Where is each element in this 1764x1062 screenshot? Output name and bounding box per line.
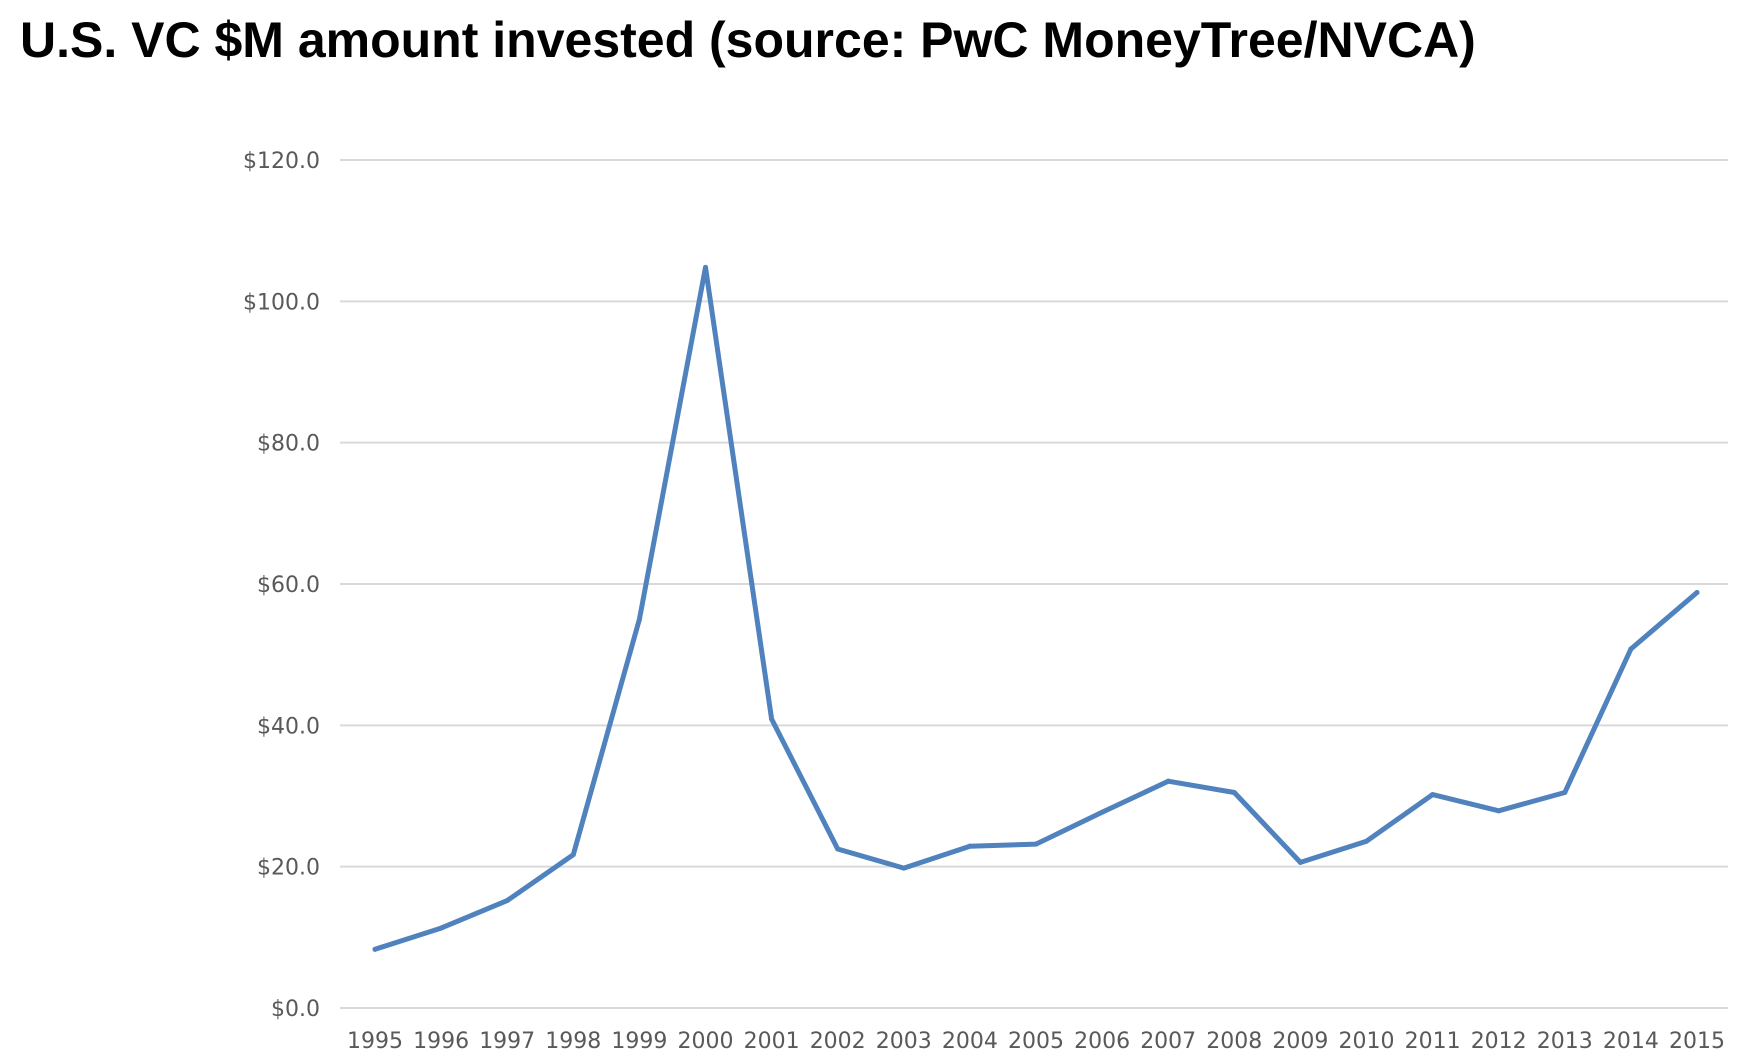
data-point [636,616,642,622]
y-tick-label: $60.0 [257,573,320,598]
data-point [1694,589,1700,595]
x-tick-label: 1999 [611,1029,667,1054]
data-point [769,716,775,722]
data-point [1165,778,1171,784]
y-tick-label: $0.0 [271,997,320,1022]
data-point [901,865,907,871]
x-tick-label: 1997 [479,1029,535,1054]
x-tick-label: 2008 [1206,1029,1262,1054]
x-tick-label: 2010 [1339,1029,1395,1054]
series-layer [372,264,1700,952]
y-tick-label: $80.0 [257,432,320,457]
data-point [1231,789,1237,795]
gridlines [340,159,1728,1009]
data-point [504,898,510,904]
x-tick-label: 2003 [876,1029,932,1054]
x-tick-label: 2012 [1471,1029,1527,1054]
x-tick-label: 2006 [1074,1029,1130,1054]
x-tick-label: 2009 [1272,1029,1328,1054]
y-tick-label: $100.0 [243,290,320,315]
x-tick-label: 2002 [810,1029,866,1054]
x-axis-tick-labels: 1995 1996 1997 1998 1999 2000 2001 2002 2003 2004… [347,1029,1725,1054]
x-tick-label: 2013 [1537,1029,1593,1054]
x-tick-label: 2014 [1603,1029,1659,1054]
x-tick-label: 2000 [678,1029,734,1054]
y-axis-tick-labels: $0.0 $20.0 $40.0 $60.0 $80.0 $100.0 $120.0 [243,149,320,1022]
x-tick-label: 1996 [413,1029,469,1054]
x-tick-label: 2015 [1669,1029,1725,1054]
y-tick-label: $40.0 [257,714,320,739]
x-tick-label: 2005 [1008,1029,1064,1054]
data-point [1430,792,1436,798]
x-tick-label: 2007 [1140,1029,1196,1054]
chart-title: U.S. VC $M amount invested (source: PwC … [20,12,1476,68]
y-tick-label: $20.0 [257,856,320,881]
data-point [438,925,444,931]
data-point [1297,859,1303,865]
data-point [703,264,708,270]
data-point [1628,646,1634,652]
data-point [967,843,973,849]
series-line [372,264,1700,952]
y-tick-label: $120.0 [243,149,320,174]
data-point [1364,838,1369,844]
data-point [1562,789,1568,795]
data-point [1033,841,1039,847]
data-point [372,946,378,952]
data-point [1099,809,1105,815]
x-tick-label: 2001 [744,1029,800,1054]
data-point [835,846,841,852]
x-tick-label: 1998 [545,1029,601,1054]
data-point [570,852,576,858]
x-tick-label: 2004 [942,1029,998,1054]
x-tick-label: 1995 [347,1029,403,1054]
data-point [1496,808,1502,814]
x-tick-label: 2011 [1405,1029,1461,1054]
